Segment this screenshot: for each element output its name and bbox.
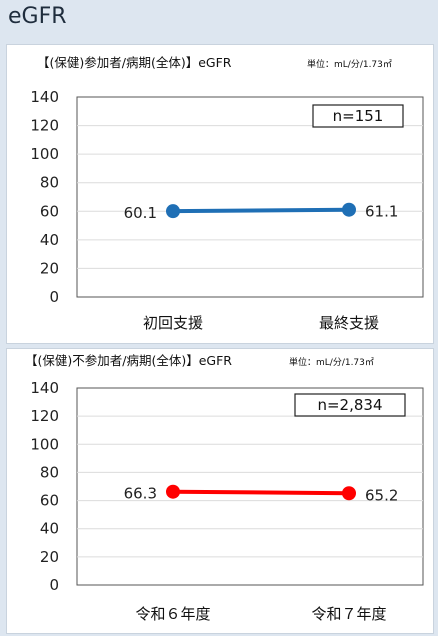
unit-label: 単位：mL/分/1.73㎡ — [289, 356, 374, 368]
y-tick-label: 120 — [30, 117, 59, 135]
chart-title: 【(保健)不参加者/病期(全体)】eGFR — [25, 353, 232, 368]
data-point — [166, 204, 180, 219]
chart-panel-non-participants: 【(保健)不参加者/病期(全体)】eGFR 単位：mL/分/1.73㎡ 0 20 40 6… — [6, 348, 434, 634]
series-line — [172, 489, 350, 496]
n-count-box — [312, 104, 404, 128]
y-tick-label: 140 — [30, 88, 59, 106]
x-tick-label: 初回支援 — [143, 314, 203, 332]
plot-area — [76, 96, 424, 298]
y-tick-label: 0 — [49, 576, 59, 594]
line-chart-non-participants: 【(保健)不参加者/病期(全体)】eGFR 単位：mL/分/1.73㎡ 0 20 40 6… — [25, 353, 424, 623]
chart-panel-participants: 【(保健)参加者/病期(全体)】eGFR 単位：mL/分/1.73㎡ 0 20 40 60… — [6, 44, 434, 344]
chart-title: 【(保健)参加者/病期(全体)】eGFR — [37, 55, 232, 70]
y-tick-label: 100 — [30, 145, 59, 163]
line-chart-participants: 【(保健)参加者/病期(全体)】eGFR 単位：mL/分/1.73㎡ 0 20 40 60… — [30, 55, 424, 332]
y-tick-label: 20 — [40, 259, 59, 277]
y-tick-label: 20 — [40, 548, 59, 566]
page-title: eGFR — [8, 4, 67, 29]
y-tick-label: 40 — [40, 231, 59, 249]
y-tick-label: 80 — [40, 174, 59, 192]
data-point — [166, 484, 180, 499]
x-tick-label: 令和７年度 — [311, 605, 386, 623]
y-tick-label: 100 — [30, 435, 59, 453]
x-tick-label: 最終支援 — [319, 314, 379, 332]
unit-label: 単位：mL/分/1.73㎡ — [307, 58, 392, 70]
y-tick-label: 60 — [40, 202, 59, 220]
plot-area — [76, 387, 424, 586]
data-label: 61.1 — [365, 203, 398, 221]
y-tick-label: 40 — [40, 520, 59, 538]
data-point — [342, 486, 356, 501]
n-count-label: n=151 — [333, 107, 384, 125]
y-tick-label: 120 — [30, 407, 59, 425]
data-label: 65.2 — [365, 486, 398, 504]
y-tick-label: 80 — [40, 463, 59, 481]
data-point — [342, 202, 356, 217]
series-line — [172, 207, 350, 214]
data-label: 60.1 — [124, 204, 157, 222]
x-tick-label: 令和６年度 — [135, 605, 210, 623]
y-tick-label: 60 — [40, 492, 59, 510]
y-tick-label: 0 — [49, 288, 59, 306]
n-count-box — [294, 393, 406, 417]
n-count-label: n=2,834 — [317, 396, 382, 414]
y-tick-label: 140 — [30, 379, 59, 397]
data-label: 66.3 — [124, 485, 157, 503]
